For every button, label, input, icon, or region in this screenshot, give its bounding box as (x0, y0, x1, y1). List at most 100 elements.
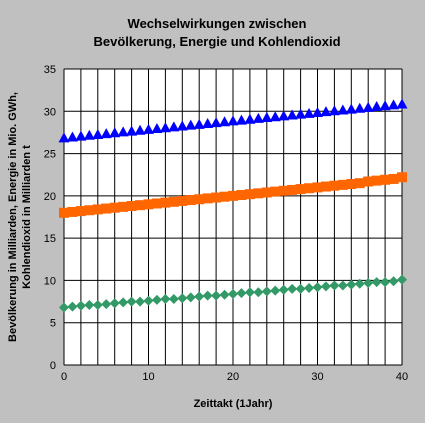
data-point-square (295, 184, 306, 195)
data-point-diamond (329, 280, 340, 291)
data-point-diamond (151, 294, 162, 305)
y-tick-label: 30 (44, 106, 56, 118)
y-tick-label: 5 (50, 318, 56, 330)
data-point-diamond (59, 302, 69, 313)
data-point-diamond (67, 301, 78, 312)
data-point-diamond (312, 282, 323, 293)
data-point-diamond (101, 299, 112, 310)
data-point-diamond (126, 296, 137, 307)
data-point-triangle (312, 106, 323, 117)
data-point-square (109, 202, 120, 213)
data-point-triangle (303, 107, 315, 118)
data-point-diamond (202, 290, 213, 301)
data-point-square (194, 194, 205, 205)
data-point-diamond (295, 283, 306, 294)
data-point-square (151, 198, 162, 209)
data-point-square (143, 199, 154, 210)
x-tick-label: 10 (142, 371, 154, 383)
data-point-triangle (379, 100, 391, 111)
data-point-square (59, 207, 69, 218)
y-tick-label: 15 (44, 233, 56, 245)
data-point-triangle (66, 131, 78, 142)
data-point-triangle (168, 121, 180, 132)
data-point-triangle (252, 112, 264, 123)
data-point-square (320, 181, 331, 192)
x-axis-ticks: 0 10 20 30 40 (61, 371, 408, 383)
data-point-square (397, 172, 407, 183)
data-point-square (135, 200, 146, 211)
data-point-diamond (194, 291, 205, 302)
y-tick-label: 35 (44, 64, 56, 76)
data-point-triangle (261, 112, 273, 123)
data-point-triangle (100, 128, 112, 139)
data-point-diamond (363, 277, 374, 288)
data-point-diamond (219, 289, 230, 300)
series-triangle (58, 98, 408, 143)
data-point-diamond (177, 293, 188, 304)
data-point-square (101, 203, 112, 214)
data-point-square (67, 206, 78, 217)
data-point-square (253, 188, 264, 199)
data-point-diamond (253, 287, 264, 298)
chart-title-line-1: Wechselwirkungen zwischen (128, 16, 307, 31)
data-point-diamond (236, 288, 247, 299)
data-point-triangle (320, 106, 332, 117)
data-point-square (371, 175, 382, 186)
data-point-diamond (320, 281, 331, 292)
data-point-diamond (92, 299, 103, 310)
x-tick-label: 40 (396, 371, 408, 383)
series-layer (58, 98, 408, 313)
data-point-square (236, 190, 247, 201)
data-point-triangle (219, 116, 231, 127)
data-point-diamond (118, 297, 129, 308)
data-point-square (118, 201, 129, 212)
data-point-diamond (270, 285, 281, 296)
data-point-square (228, 190, 238, 201)
x-tick-label: 20 (227, 371, 239, 383)
data-point-diamond (109, 298, 120, 309)
data-point-diamond (371, 277, 382, 288)
data-point-square (202, 193, 213, 204)
data-point-square (75, 206, 86, 217)
data-point-triangle (210, 117, 222, 128)
data-point-square (380, 174, 391, 185)
data-point-diamond (278, 284, 289, 295)
data-point-diamond (397, 274, 407, 285)
data-point-triangle (388, 99, 400, 110)
data-point-triangle (134, 124, 146, 135)
data-point-diamond (211, 290, 222, 301)
data-point-triangle (202, 117, 214, 128)
data-point-triangle (159, 122, 171, 133)
data-point-square (287, 184, 298, 195)
data-point-square (84, 205, 95, 216)
data-point-triangle (286, 109, 298, 120)
data-point-triangle (126, 125, 138, 136)
data-point-triangle (227, 115, 239, 126)
data-point-square (354, 178, 365, 189)
y-axis-ticks: 0 5 10 15 20 25 30 35 (44, 64, 56, 372)
data-point-triangle (185, 119, 197, 130)
data-point-diamond (388, 276, 399, 287)
data-point-diamond (261, 286, 272, 297)
data-point-diamond (337, 280, 348, 291)
data-point-triangle (117, 126, 129, 137)
data-point-diamond (135, 296, 146, 307)
y-tick-label: 20 (44, 191, 56, 203)
data-point-square (329, 180, 340, 191)
data-point-square (219, 191, 230, 202)
chart-title-line-2: Bevölkerung, Energie und Kohlendioxid (93, 34, 340, 49)
data-point-triangle (109, 127, 121, 138)
data-point-diamond (380, 277, 391, 288)
data-point-diamond (346, 279, 357, 290)
y-tick-label: 10 (44, 275, 56, 287)
data-point-triangle (328, 105, 340, 116)
data-point-triangle (92, 128, 104, 139)
data-point-square (337, 179, 348, 190)
data-point-square (270, 186, 281, 197)
data-point-diamond (304, 283, 315, 294)
data-point-diamond (354, 278, 365, 289)
data-point-square (92, 204, 103, 215)
data-point-square (388, 173, 399, 184)
